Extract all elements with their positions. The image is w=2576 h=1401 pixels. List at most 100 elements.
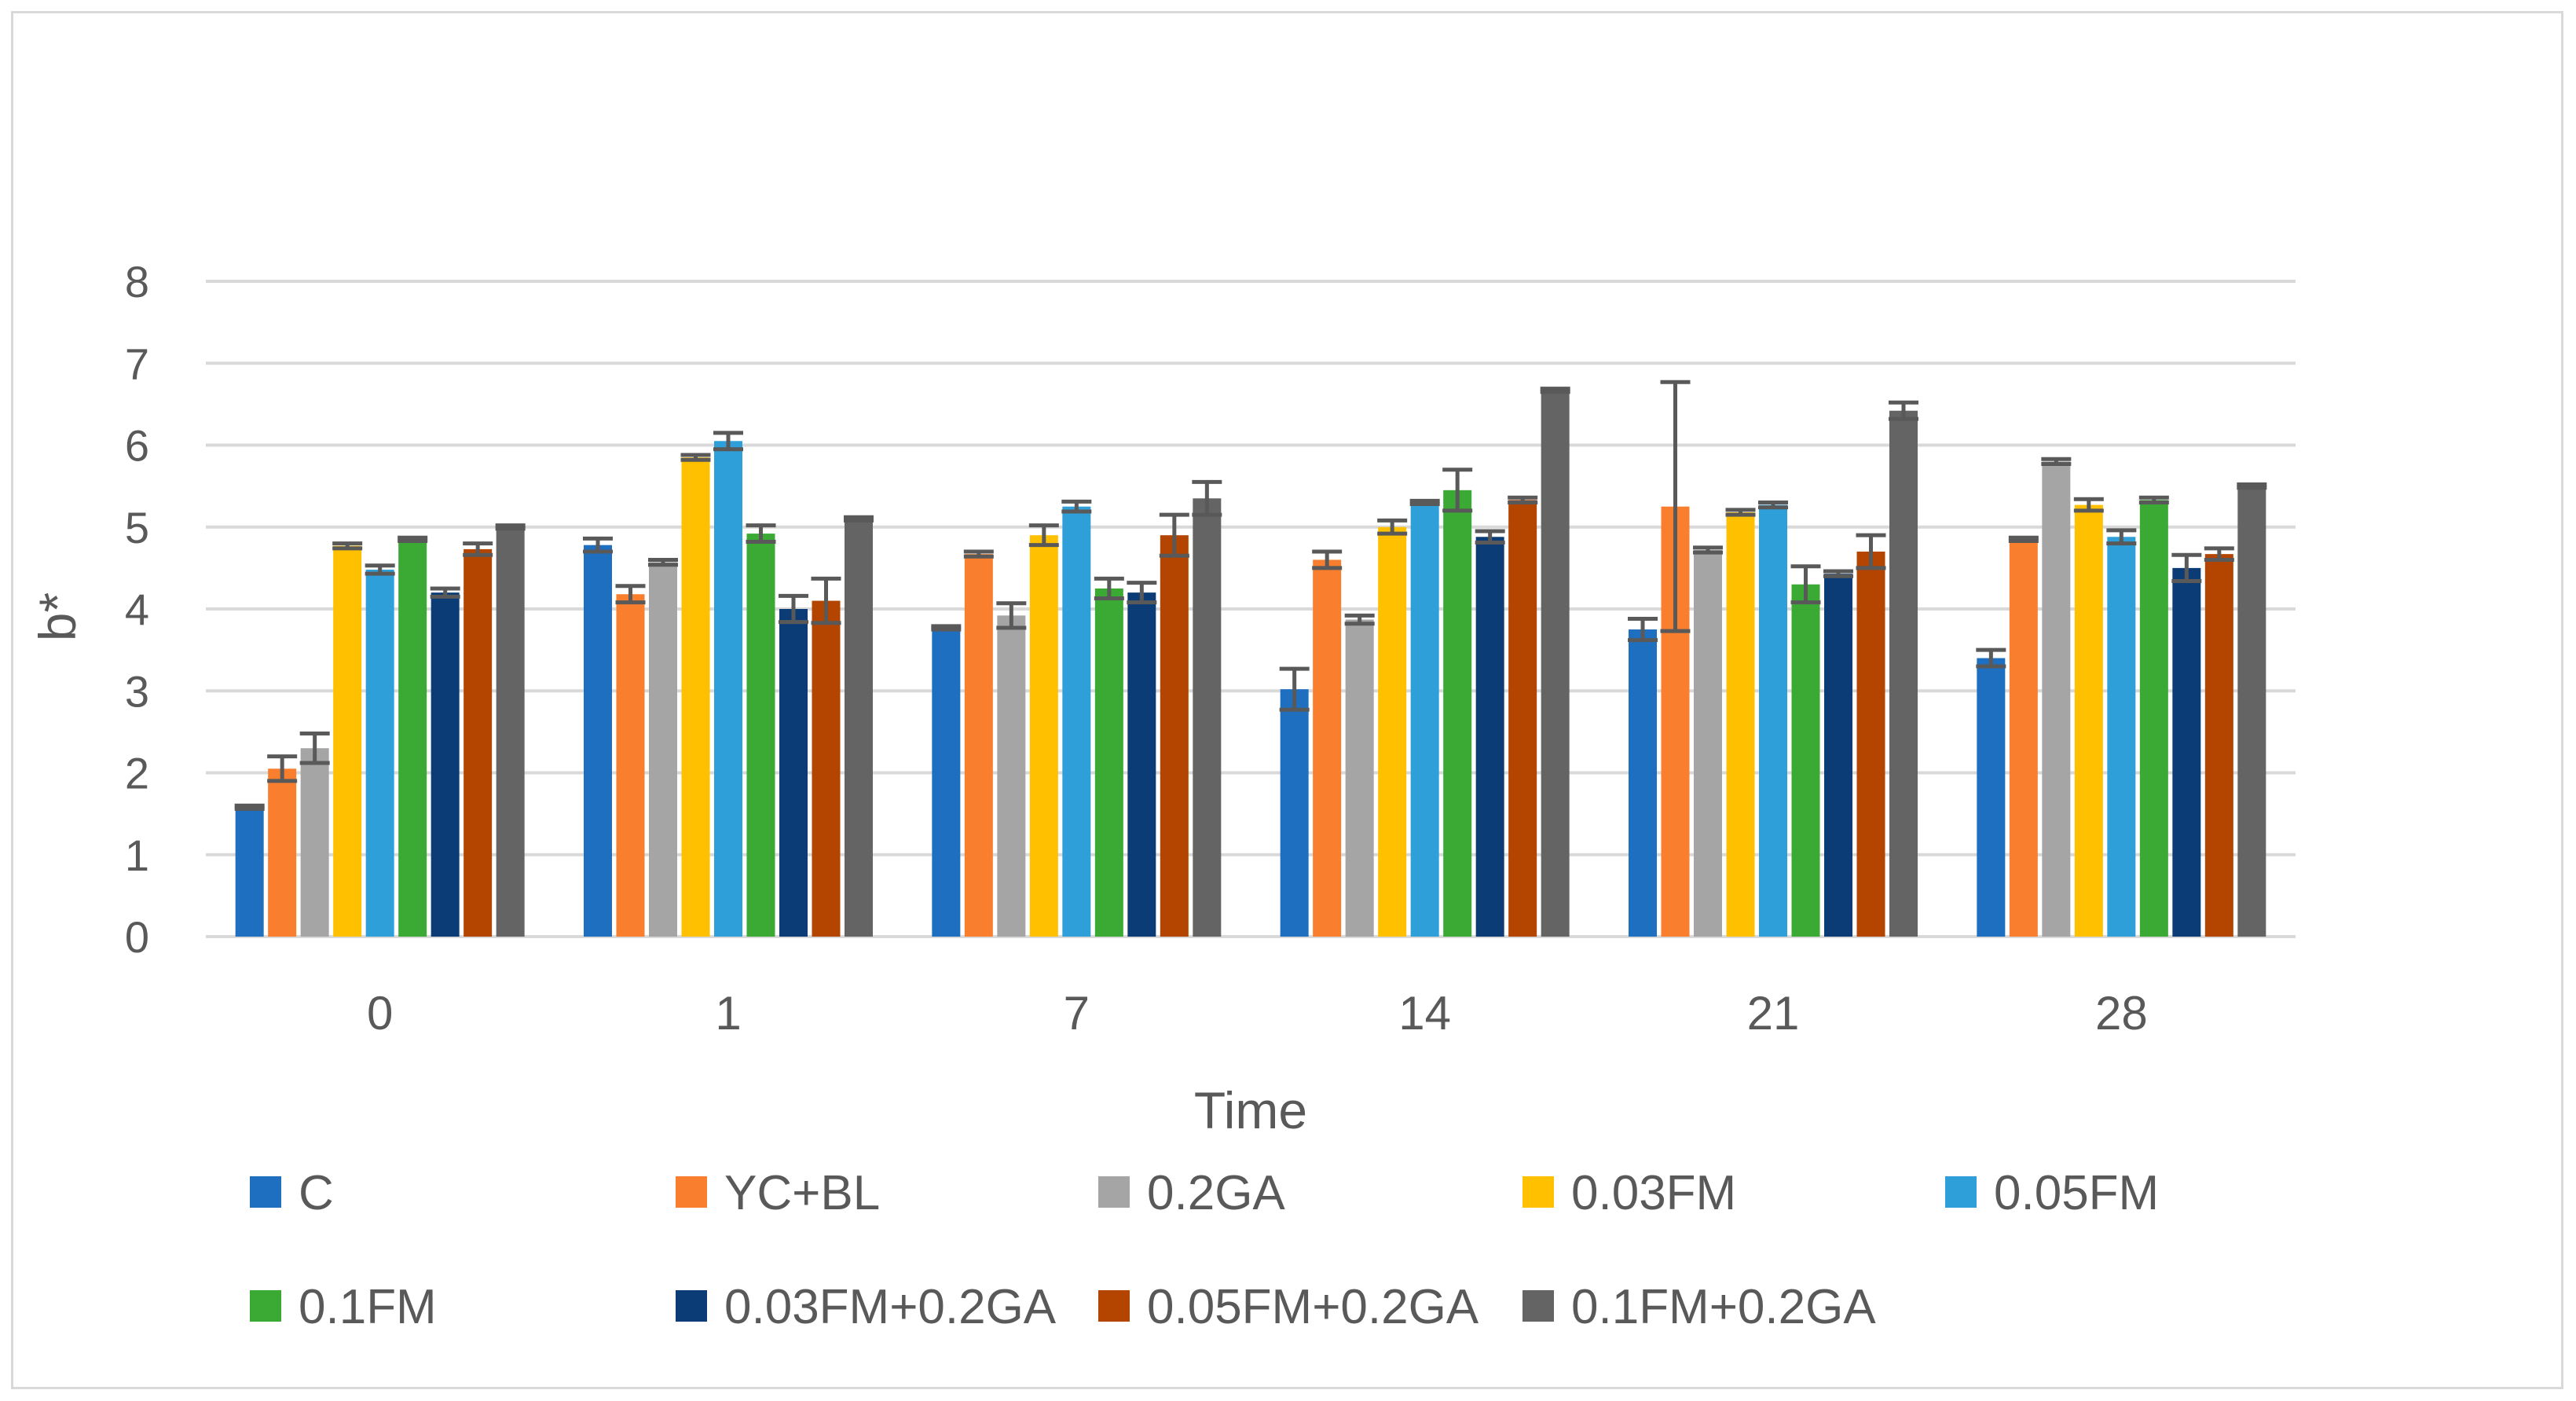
legend-item: 0.1FM+0.2GA: [1523, 1280, 1876, 1334]
error-bar: [583, 536, 613, 554]
bar: [235, 807, 264, 937]
error-bar: [844, 515, 874, 523]
bar: [431, 592, 460, 937]
bars: [235, 390, 2266, 937]
x-axis-ticks: 0 1 7 14 21 28: [367, 987, 2148, 1040]
legend-item: 0.03FM: [1523, 1166, 1736, 1220]
error-bar: [2008, 535, 2039, 543]
y-tick-label: 1: [125, 831, 149, 880]
bar: [1889, 410, 1918, 937]
error-bar: [1127, 581, 1157, 605]
bar: [1443, 490, 1472, 937]
error-bar: [2237, 482, 2267, 490]
bar: [365, 569, 394, 937]
error-bar: [1856, 533, 1886, 570]
legend-swatch: [250, 1176, 281, 1208]
bar: [496, 526, 525, 937]
error-bar: [615, 584, 646, 605]
y-tick-label: 4: [125, 585, 149, 634]
error-bar: [365, 563, 395, 576]
bar: [714, 441, 742, 937]
bar: [845, 519, 873, 937]
legend-swatch: [676, 1290, 707, 1322]
gridlines: [206, 280, 2296, 938]
bar: [268, 768, 297, 937]
legend: C YC+BL 0.2GA 0.03FM 0.05FM 0.1FM 0.03FM+0.2GA…: [250, 1166, 2159, 1334]
error-bar: [299, 731, 330, 765]
error-bar: [1660, 380, 1691, 633]
error-bar: [1693, 545, 1723, 555]
error-bar: [2073, 497, 2104, 513]
x-tick-label: 1: [715, 987, 741, 1040]
y-tick-label: 2: [125, 749, 149, 798]
bar: [932, 627, 961, 937]
bar: [1410, 502, 1439, 937]
y-tick-label: 7: [125, 339, 149, 388]
bar: [2172, 567, 2201, 937]
error-bar: [267, 754, 298, 783]
x-axis-title: Time: [1194, 1081, 1307, 1139]
legend-item: C: [250, 1166, 334, 1220]
legend-label: YC+BL: [724, 1166, 880, 1220]
y-tick-label: 8: [125, 257, 149, 306]
bar: [616, 594, 645, 937]
legend-label: 0.05FM: [1994, 1166, 2159, 1220]
bar: [1541, 390, 1570, 937]
error-bar: [1159, 512, 1189, 558]
error-bar: [1094, 576, 1124, 600]
bar: [1127, 592, 1156, 937]
bar: [2204, 554, 2233, 937]
error-bar: [1344, 613, 1375, 626]
legend-swatch: [676, 1176, 707, 1208]
error-bar: [1377, 518, 1408, 536]
bar: [997, 615, 1026, 937]
error-bar: [2138, 495, 2169, 504]
error-bar: [1192, 479, 1222, 517]
x-tick-label: 7: [1064, 987, 1090, 1040]
error-bar: [1790, 564, 1821, 605]
error-bar: [1823, 569, 1853, 578]
error-bar: [1279, 666, 1310, 712]
legend-swatch: [1945, 1176, 1977, 1208]
bar: [1629, 629, 1657, 937]
legend-label: 0.03FM: [1571, 1166, 1736, 1220]
legend-item: 0.1FM: [250, 1280, 437, 1334]
error-bar: [1976, 647, 2006, 669]
bar: [1475, 537, 1504, 937]
bar: [1977, 658, 2006, 937]
legend-label: 0.2GA: [1147, 1166, 1285, 1220]
legend-swatch: [1098, 1176, 1130, 1208]
bar: [1280, 689, 1309, 937]
bar: [1029, 535, 1058, 937]
y-tick-label: 0: [125, 912, 149, 962]
error-bar: [398, 535, 428, 543]
legend-item: 0.2GA: [1098, 1166, 1285, 1220]
error-bar: [495, 523, 526, 531]
bar: [1193, 498, 1222, 937]
error-bars: [234, 380, 2267, 811]
bar: [2139, 500, 2168, 937]
bar: [2074, 504, 2103, 937]
error-bar: [1061, 499, 1092, 514]
y-tick-label: 3: [125, 666, 149, 716]
y-axis-title: b*: [28, 592, 86, 641]
legend-label: 0.1FM+0.2GA: [1571, 1280, 1876, 1334]
legend-label: 0.03FM+0.2GA: [724, 1280, 1057, 1334]
error-bar: [463, 541, 493, 557]
legend-label: 0.05FM+0.2GA: [1147, 1280, 1479, 1334]
bar: [398, 539, 427, 937]
error-bar: [648, 557, 678, 567]
bar: [2237, 486, 2266, 937]
legend-item: YC+BL: [676, 1166, 880, 1220]
error-bar: [713, 431, 743, 452]
error-bar: [2106, 528, 2137, 546]
error-bar: [680, 453, 711, 462]
legend-swatch: [1098, 1290, 1130, 1322]
error-bar: [996, 601, 1027, 630]
error-bar: [234, 803, 265, 811]
error-bar: [963, 549, 994, 559]
error-bar: [430, 586, 460, 599]
error-bar: [2204, 546, 2234, 562]
legend-label: 0.1FM: [299, 1280, 437, 1334]
bar: [1160, 535, 1189, 937]
